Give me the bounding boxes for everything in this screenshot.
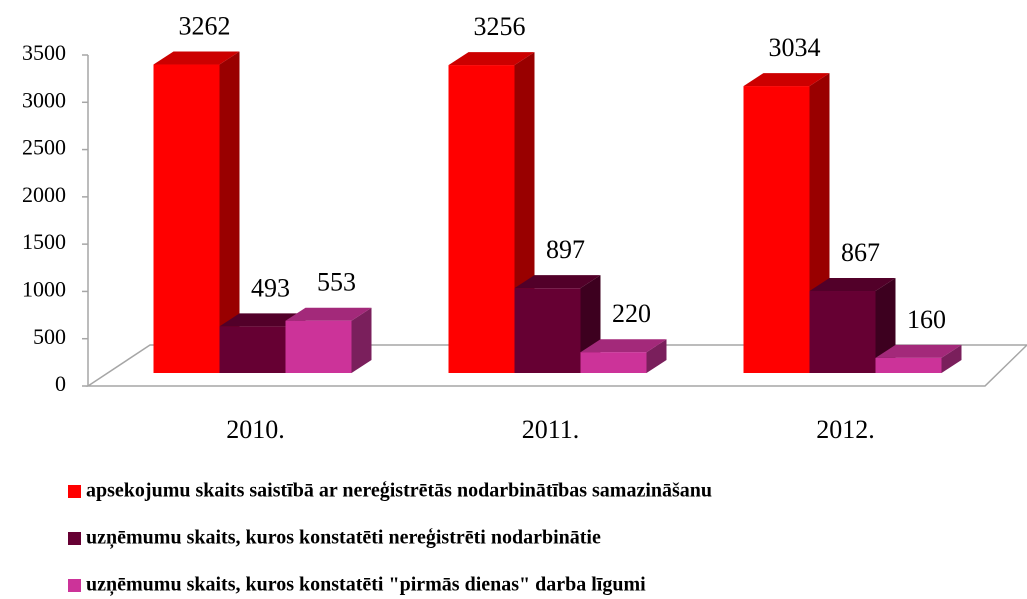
y-tick-label: 1500 — [22, 229, 66, 254]
x-tick-label: 2010. — [226, 415, 285, 444]
y-tick-label: 2500 — [22, 135, 66, 160]
data-label: 867 — [841, 238, 880, 267]
bar-front — [514, 288, 581, 373]
y-tick-label: 3500 — [22, 40, 66, 65]
bar-front — [153, 64, 220, 374]
bar-top — [448, 52, 535, 66]
y-tick-label: 0 — [55, 371, 66, 396]
legend-swatch — [68, 579, 81, 592]
floor — [85, 55, 1027, 387]
data-label: 493 — [251, 273, 290, 302]
x-tick-label: 2011. — [522, 415, 580, 444]
bar-front — [743, 86, 810, 373]
bar-front — [219, 326, 286, 373]
data-label: 897 — [546, 235, 585, 264]
data-label: 160 — [907, 305, 946, 334]
bar — [580, 339, 667, 373]
legend-swatch — [68, 485, 81, 498]
data-label: 3034 — [769, 33, 821, 62]
bar-top — [809, 278, 896, 292]
legend-label: uzņēmumu skaits, kuros konstatēti "pirmā… — [86, 574, 646, 597]
y-tick-label: 1000 — [22, 276, 66, 301]
bar-top — [875, 344, 962, 358]
legend-label: apsekojumu skaits saistībā ar nereģistrē… — [86, 480, 712, 502]
bar-top — [743, 73, 830, 87]
bar-side — [646, 339, 667, 373]
bar-top — [153, 51, 240, 65]
plot-floor — [85, 344, 1027, 387]
bar — [153, 51, 240, 374]
bar-front — [448, 65, 515, 373]
bar — [875, 344, 962, 373]
data-label: 3256 — [474, 12, 526, 41]
bar — [285, 307, 372, 373]
data-label: 220 — [612, 299, 651, 328]
y-tick-label: 3000 — [22, 87, 66, 112]
y-tick-label: 2000 — [22, 182, 66, 207]
legend-label: uzņēmumu skaits, kuros konstatēti nereģi… — [86, 527, 601, 550]
data-label: 553 — [317, 268, 356, 297]
bar-top — [580, 339, 667, 353]
bar-side — [219, 51, 240, 374]
data-label: 3262 — [179, 11, 231, 40]
bar-front — [580, 352, 647, 373]
bar-front — [285, 320, 352, 373]
bar — [809, 278, 896, 373]
bar-top — [285, 307, 372, 321]
bar-top — [514, 275, 601, 289]
legend-swatch — [68, 532, 81, 545]
bar-top — [219, 313, 306, 327]
bar-side — [941, 344, 962, 373]
y-tick-label: 500 — [33, 324, 66, 349]
x-tick-label: 2012. — [816, 415, 875, 444]
bar-front — [809, 291, 876, 373]
bar-front — [875, 357, 942, 373]
bar-side — [351, 307, 372, 373]
